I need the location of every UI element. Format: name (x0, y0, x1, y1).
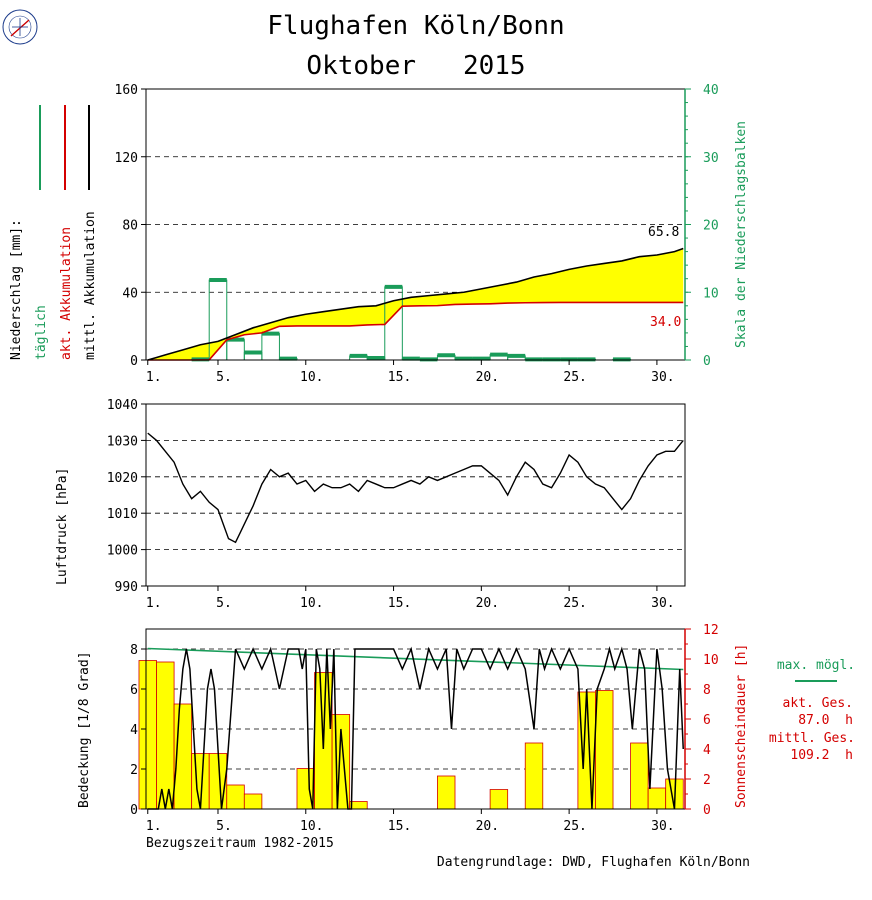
cloud-xtick-label: 25. (563, 819, 586, 834)
precipitation-right-ytick-label: 0 (703, 354, 711, 369)
legend-daily-label: täglich (34, 305, 49, 360)
cloud-xtick-label: 10. (300, 819, 323, 834)
precipitation-xtick-label: 1. (146, 370, 162, 385)
legend-mean-total-value: 109.2 h (790, 748, 853, 763)
pressure-xtick-label: 25. (563, 596, 586, 611)
legend-max-possible-label: max. mögl. (777, 658, 855, 673)
cloud-ylabel: Bedeckung [1/8 Grad] (77, 651, 92, 808)
chart-title: Flughafen Köln/Bonn (267, 11, 564, 41)
pressure-xtick-label: 5. (216, 596, 232, 611)
sunshine-bar (489, 789, 509, 810)
precipitation-ytick-label: 160 (115, 83, 138, 98)
cloud-xtick-label: 1. (146, 819, 162, 834)
pressure-ytick-label: 1020 (107, 471, 138, 486)
precipitation-xtick-label: 25. (563, 370, 586, 385)
precipitation-right-ytick-label: 20 (703, 219, 719, 234)
pressure-xtick-label: 15. (388, 596, 411, 611)
sunshine-bar (437, 775, 456, 810)
chart-subtitle: Oktober 2015 (306, 51, 525, 81)
precipitation-xtick-label: 15. (388, 370, 411, 385)
precipitation-ytick-label: 120 (115, 151, 138, 166)
cloud-ytick-label: 2 (130, 763, 138, 778)
sunshine-bar (647, 787, 667, 810)
precipitation-right-ytick-label: 10 (703, 286, 719, 301)
sunshine-bar (138, 660, 157, 810)
sunshine-ytick-label: 0 (703, 803, 711, 818)
cloud-xtick-label: 15. (388, 819, 411, 834)
logo-emblem (2, 9, 38, 45)
pressure-ytick-label: 1040 (107, 398, 138, 413)
sunshine-ytick-label: 4 (703, 743, 711, 758)
cloud-ytick-label: 8 (130, 643, 138, 658)
sunshine-bar (243, 793, 263, 810)
pressure-ytick-label: 990 (115, 580, 138, 595)
sunshine-ytick-label: 6 (703, 713, 711, 728)
cloud-ytick-label: 0 (130, 803, 138, 818)
sunshine-ytick-label: 10 (703, 653, 719, 668)
mean-accumulation-line (147, 247, 684, 361)
pressure-panel: 990 1000 1010 1020 1030 1040 1. 5. 10. 15. 20. 25. 3… (55, 398, 686, 611)
cloud-xtick-label: 30. (651, 819, 674, 834)
cloud-cover-line (147, 646, 684, 810)
legend-mean-total-label: mittl. Ges. (769, 731, 855, 746)
pressure-xtick-label: 10. (300, 596, 323, 611)
legend-actual-total-value: 87.0 h (798, 713, 853, 728)
legend-actual-total-label: akt. Ges. (783, 696, 853, 711)
footer-period: Bezugszeitraum 1982-2015 (146, 836, 334, 851)
sunshine-bar (226, 784, 245, 810)
pressure-ylabel: Luftdruck [hPa] (55, 468, 70, 585)
cloud-xtick-label: 5. (216, 819, 232, 834)
sunshine-ytick-label: 8 (703, 683, 711, 698)
cloud-xtick-label: 20. (476, 819, 499, 834)
sunshine-ytick-label: 2 (703, 773, 711, 788)
sunshine-bar (630, 742, 649, 810)
pressure-xtick-label: 1. (146, 596, 162, 611)
pressure-ytick-label: 1030 (107, 434, 138, 449)
cloud-ytick-label: 4 (130, 723, 138, 738)
pressure-xtick-label: 30. (651, 596, 674, 611)
precipitation-ylabel: Niederschlag [mm]: (9, 219, 24, 360)
precipitation-xtick-label: 10. (300, 370, 323, 385)
sunshine-bar (595, 690, 614, 810)
pressure-ytick-label: 1010 (107, 507, 138, 522)
legend-actual-accum-label: akt. Akkumulation (59, 227, 74, 360)
pressure-line (147, 432, 684, 544)
precipitation-right-ytick-label: 40 (703, 83, 719, 98)
pressure-xtick-label: 20. (476, 596, 499, 611)
daily-precipitation-bar (226, 339, 245, 361)
daily-precipitation-bar (384, 286, 403, 361)
precipitation-actual-total-label: 34.0 (650, 315, 681, 330)
cloud-ytick-label: 6 (130, 683, 138, 698)
precipitation-xtick-label: 5. (216, 370, 232, 385)
precipitation-ytick-label: 80 (122, 219, 138, 234)
pressure-ytick-label: 1000 (107, 544, 138, 559)
actual-accumulation-line (147, 301, 684, 361)
precipitation-xtick-label: 20. (476, 370, 499, 385)
sunshine-ylabel: Sonnenscheindauer [h] (734, 644, 749, 808)
sunshine-bar (156, 661, 175, 810)
legend-mean-accum-label: mittl. Akkumulation (83, 211, 98, 360)
precipitation-ytick-label: 0 (130, 354, 138, 369)
daily-precipitation-bar (261, 333, 280, 361)
precipitation-right-ytick-label: 30 (703, 151, 719, 166)
precipitation-mean-total-label: 65.8 (648, 225, 679, 240)
sunshine-ytick-label: 12 (703, 623, 719, 638)
pressure-plot-frame (145, 403, 686, 587)
footer-source: Datengrundlage: DWD, Flughafen Köln/Bonn (437, 855, 750, 870)
precipitation-deficit-area (147, 248, 684, 360)
precipitation-ytick-label: 40 (122, 286, 138, 301)
precipitation-right-ylabel: Skala der Niederschlagsbalken (734, 121, 749, 348)
precipitation-xtick-label: 30. (651, 370, 674, 385)
sunshine-bar (524, 742, 544, 810)
cloud-sunshine-panel: 0 2 4 6 8 0 2 4 6 8 10 12 1. 5. 10. 15. 20. 25. 30. Bedeck… (77, 623, 749, 834)
